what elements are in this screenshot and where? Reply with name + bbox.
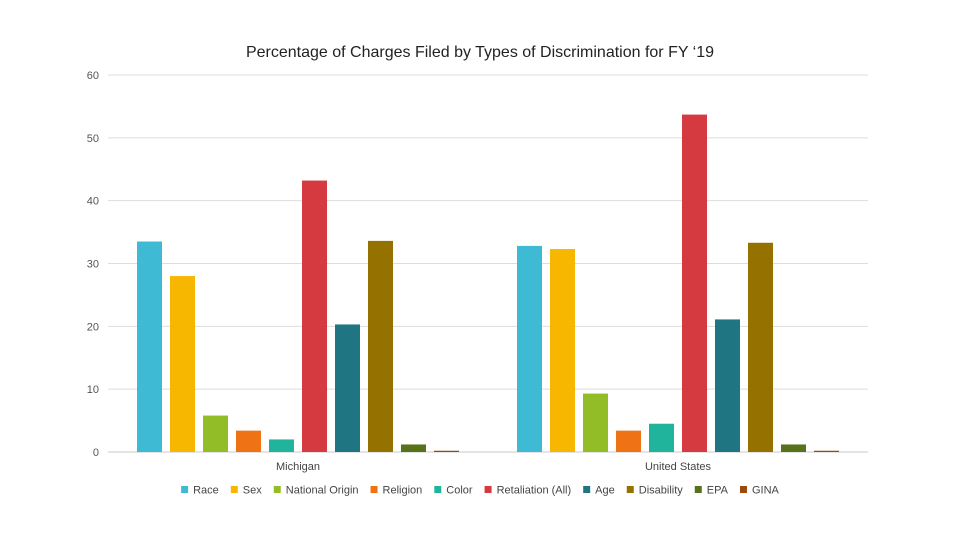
legend-label: Sex [243,485,262,497]
y-tick-label: 40 [87,196,99,208]
bar-disability-michigan [368,240,393,452]
y-tick-label: 60 [87,70,99,82]
bar-retaliation-all-united-states [682,114,707,453]
bar-retaliation-all-michigan [302,180,327,452]
bars [137,114,839,453]
legend-swatch [739,486,747,493]
legend-swatch [181,486,189,493]
legend-swatch [583,486,591,493]
x-axis-categories: Michigan United States [276,461,712,473]
legend-label: Age [595,485,615,497]
legend-item: Color [434,485,473,497]
legend-item: EPA [694,485,729,497]
legend-item: Race [181,485,219,497]
legend-label: Religion [383,485,423,497]
bar-sex-united-states [550,249,575,452]
bar-national-origin-michigan [203,415,228,452]
legend-swatch [626,486,634,493]
legend-label: EPA [707,485,729,497]
legend-label: National Origin [286,485,359,497]
bar-gina-united-states [814,450,839,452]
bar-disability-united-states [748,242,773,452]
bar-religion-united-states [616,430,641,452]
legend-item: Disability [626,485,684,497]
legend-item: GINA [739,485,780,497]
legend-label: Disability [639,485,684,497]
legend-item: Religion [370,485,423,497]
legend-label: Color [446,485,473,497]
legend-swatch [230,486,238,493]
bar-epa-michigan [401,444,426,452]
bar-color-michigan [269,439,294,452]
legend: Race Sex National Origin Religion Color Retal… [181,485,780,497]
legend-item: National Origin [273,485,359,497]
x-category-label: United States [645,461,712,473]
y-tick-label: 50 [87,133,99,145]
y-axis-ticks: 0 10 20 30 40 50 60 [87,70,99,459]
gridlines [108,74,868,453]
bar-national-origin-united-states [583,393,608,452]
legend-swatch [273,486,281,493]
legend-label: GINA [752,485,780,497]
legend-item: Sex [230,485,262,497]
legend-swatch [434,486,442,493]
legend-item: Retaliation (All) [484,485,572,497]
bar-sex-michigan [170,276,195,452]
bar-epa-united-states [781,444,806,452]
legend-item: Age [583,485,615,497]
y-tick-label: 30 [87,259,99,271]
bar-gina-michigan [434,450,459,452]
y-tick-label: 0 [93,447,99,459]
bar-age-united-states [715,319,740,452]
bar-race-united-states [517,245,542,452]
y-tick-label: 10 [87,384,99,396]
legend-swatch [370,486,378,493]
x-category-label: Michigan [276,461,320,473]
legend-swatch [484,486,492,493]
legend-label: Race [193,485,219,497]
legend-label: Retaliation (All) [497,485,572,497]
bar-age-michigan [335,324,360,452]
bar-race-michigan [137,241,162,452]
chart-title: Percentage of Charges Filed by Types of … [246,44,714,61]
bar-color-united-states [649,423,674,452]
legend-swatch [694,486,702,493]
bar-religion-michigan [236,430,261,452]
y-tick-label: 20 [87,321,99,333]
